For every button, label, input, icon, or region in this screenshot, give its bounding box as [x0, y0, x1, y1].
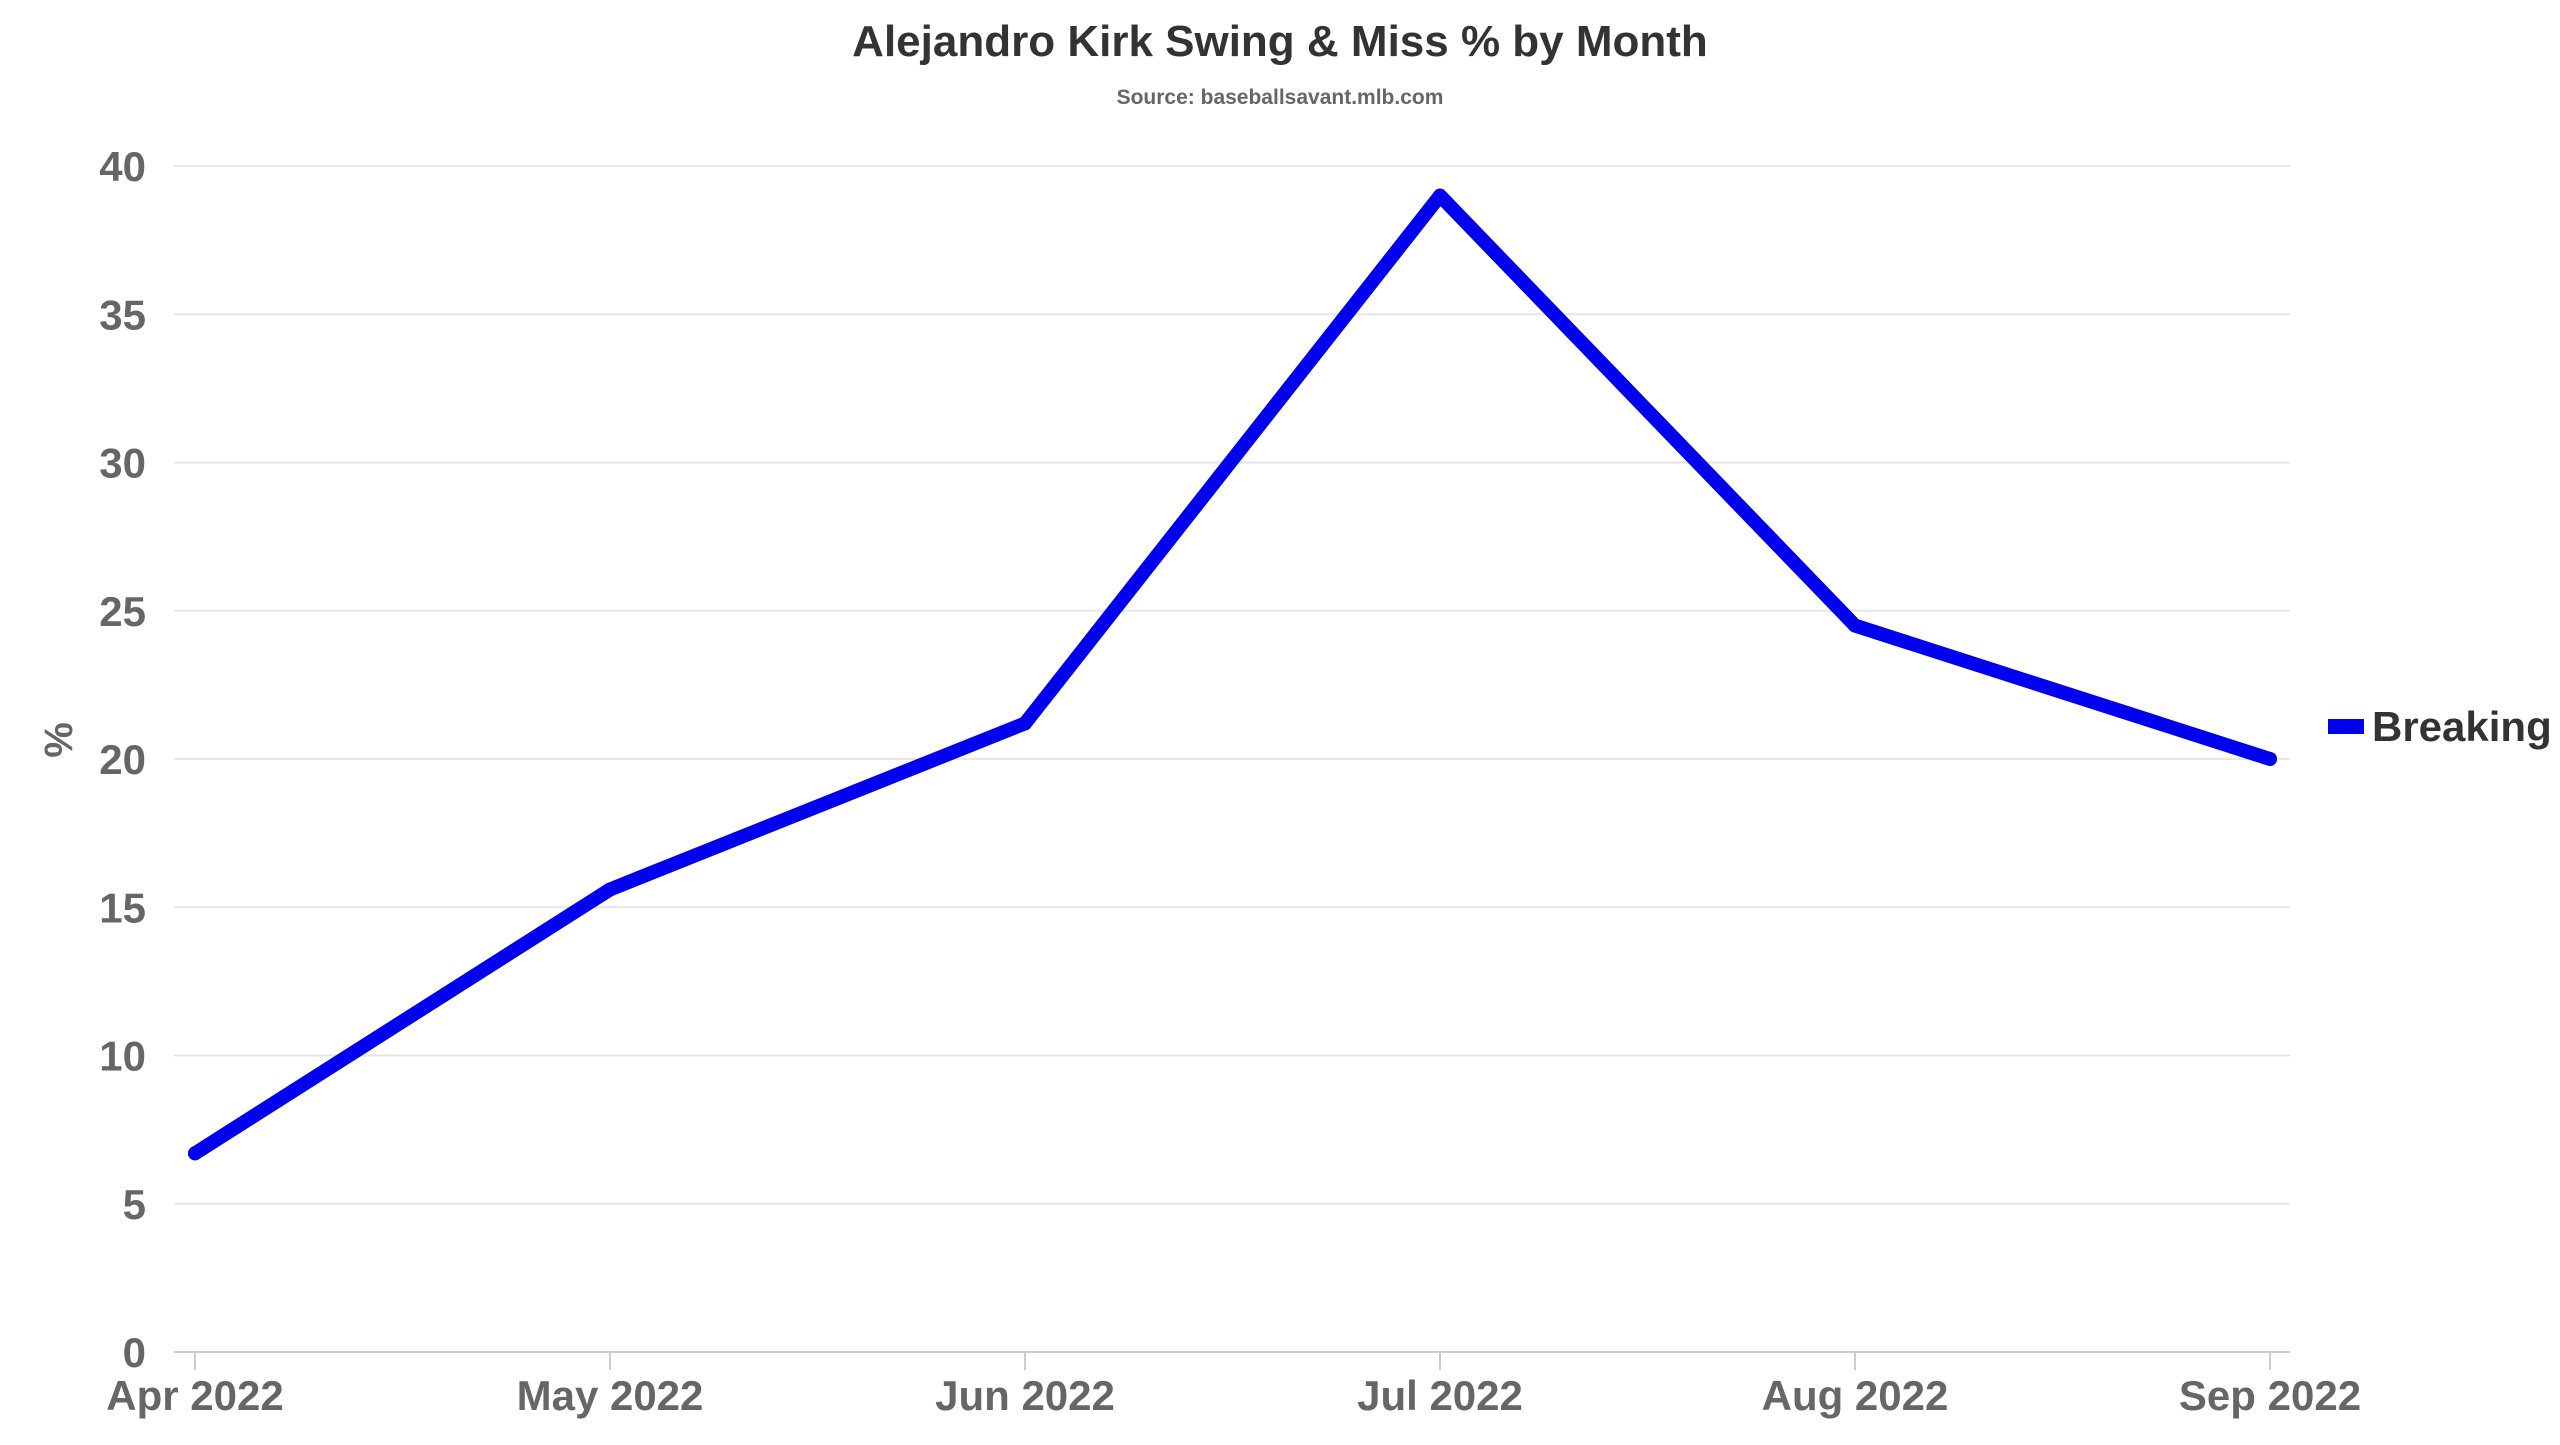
y-tick-label-35: 35	[99, 291, 146, 338]
chart-subtitle: Source: baseballsavant.mlb.com	[1117, 86, 1444, 109]
data-point-breaking-2[interactable]	[603, 882, 617, 897]
y-tick-label-5: 5	[123, 1181, 146, 1228]
y-tick-label-10: 10	[99, 1033, 146, 1080]
data-point-breaking-3[interactable]	[1018, 716, 1032, 731]
y-tick-label-40: 40	[99, 143, 146, 190]
x-tick-label-1: Apr 2022	[106, 1372, 283, 1419]
legend-label-breaking: Breaking	[2372, 703, 2552, 750]
series-line-breaking[interactable]	[188, 188, 2277, 1161]
legend[interactable]: Breaking	[2328, 703, 2552, 750]
axes: 0 5 10 15 20 25 30 35 40 Apr 2022 May 2022 Jun 2022…	[99, 143, 2361, 1419]
series-layer	[188, 188, 2277, 1161]
x-tick-label-4: Jul 2022	[1357, 1372, 1523, 1419]
y-axis-title: %	[37, 722, 81, 758]
y-tick-label-25: 25	[99, 588, 146, 635]
data-point-breaking-5[interactable]	[1848, 618, 1862, 633]
legend-swatch	[2328, 719, 2364, 734]
y-tick-label-0: 0	[123, 1329, 146, 1376]
y-tick-label-15: 15	[99, 884, 146, 931]
chart-title: Alejandro Kirk Swing & Miss % by Month	[852, 17, 1708, 66]
y-tick-label-30: 30	[99, 440, 146, 487]
x-tick-label-6: Sep 2022	[2179, 1372, 2361, 1419]
gridlines	[174, 165, 2290, 1205]
x-tick-label-5: Aug 2022	[1762, 1372, 1949, 1419]
data-point-breaking-1[interactable]	[188, 1146, 202, 1161]
data-point-breaking-6[interactable]	[2263, 752, 2277, 766]
data-point-breaking-4[interactable]	[1433, 188, 1447, 203]
x-tick-label-2: May 2022	[517, 1372, 704, 1419]
y-tick-label-20: 20	[99, 736, 146, 783]
x-tick-label-3: Jun 2022	[935, 1372, 1115, 1419]
